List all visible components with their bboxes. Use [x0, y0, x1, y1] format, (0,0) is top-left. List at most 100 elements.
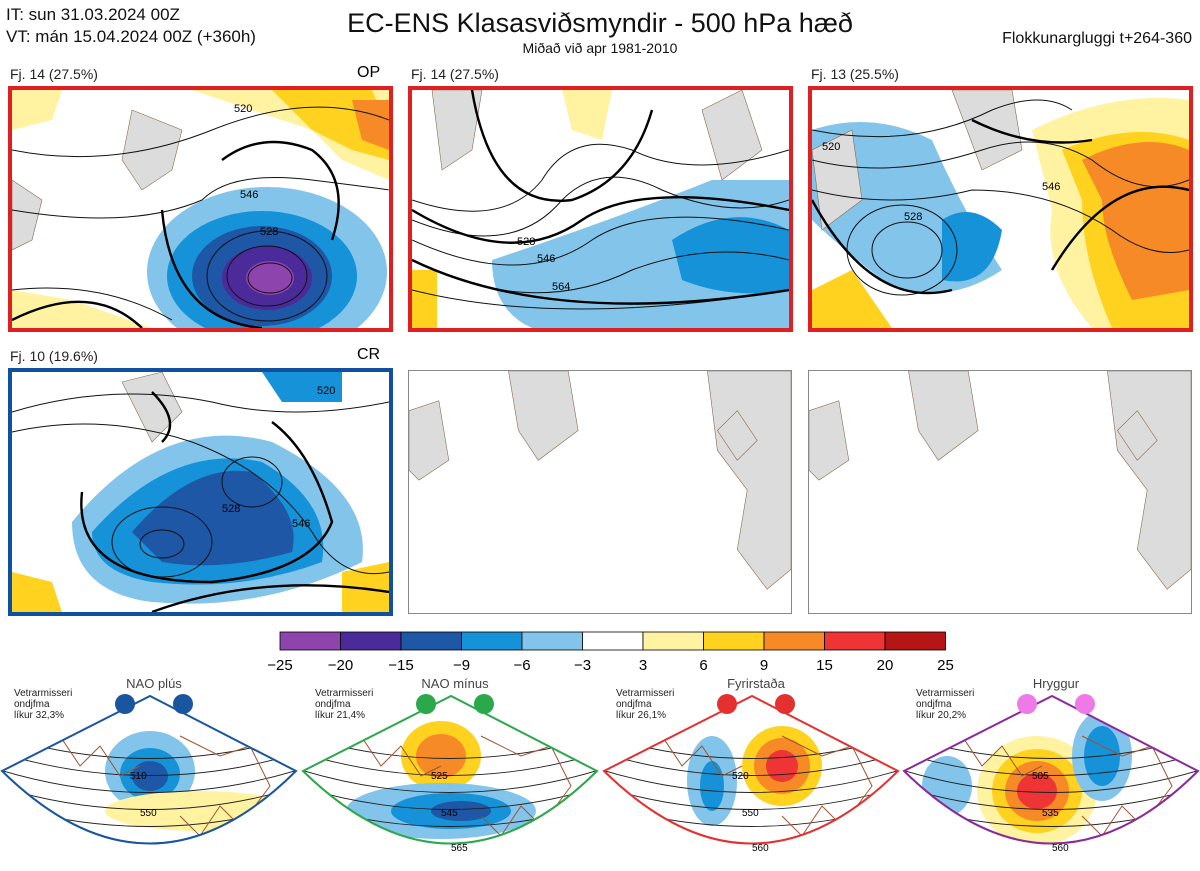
colorbar-tick-label: −9 [453, 657, 470, 674]
colorbar-swatch [884, 631, 946, 651]
height-contour [303, 786, 597, 810]
header-info: IT: sun 31.03.2024 00Z VT: mán 15.04.202… [6, 4, 256, 48]
height-contour [604, 752, 898, 776]
svg-text:546: 546 [240, 189, 258, 201]
regime-name: Fyrirstaða [727, 676, 785, 691]
colorbar-swatch [642, 631, 704, 651]
regime-probability: Vetrarmisseri ondjfma líkur 20,2% [916, 688, 975, 721]
svg-text:546: 546 [1042, 181, 1060, 193]
contour-label: 510 [130, 771, 147, 782]
colorbar-swatch [582, 631, 644, 651]
svg-text:546: 546 [292, 518, 310, 530]
colorbar-tick-label: 25 [937, 657, 954, 674]
colorbar-tick-label: −20 [328, 657, 353, 674]
regime-frame [301, 694, 599, 845]
svg-text:520: 520 [234, 103, 252, 115]
height-contour [303, 769, 597, 793]
regime-name: NAO plús [126, 676, 182, 691]
anomaly-shade [766, 750, 798, 782]
colorbar-swatch [824, 631, 886, 651]
svg-text:528: 528 [517, 236, 535, 248]
anomaly-shade [700, 761, 724, 811]
colorbar-tick-label: −6 [513, 657, 530, 674]
colorbar-tick-label: 3 [639, 657, 647, 674]
contour-label: 550 [140, 808, 157, 819]
regime-map: 520 550 560 [602, 694, 900, 854]
contour-label: 520 [732, 771, 749, 782]
colorbar-swatch [521, 631, 583, 651]
cluster-map-3: 520 528 546 [808, 86, 1193, 332]
anomaly-shade [416, 734, 466, 778]
contour-label: 550 [742, 808, 759, 819]
colorbar-swatch [400, 631, 462, 651]
svg-text:520: 520 [822, 141, 840, 153]
cluster-map-4: 528 546 520 [8, 368, 393, 616]
contour-label: 545 [441, 808, 458, 819]
page-subtitle: Miðað við apr 1981-2010 [522, 40, 678, 56]
regime-name: Hryggur [1032, 676, 1080, 691]
regime-marker [173, 694, 193, 714]
regime-name: NAO mínus [421, 676, 489, 691]
regime-marker [1017, 694, 1037, 714]
height-contour [2, 752, 296, 776]
colorbar-tick-label: 9 [760, 657, 768, 674]
svg-text:564: 564 [552, 281, 570, 293]
classification-window: Flokkunargluggi t+264-360 [1002, 30, 1192, 47]
anomaly-shade [1017, 773, 1057, 809]
height-contour [2, 786, 296, 810]
height-contour [604, 786, 898, 810]
height-contour [904, 752, 1198, 776]
contour-label: 525 [431, 771, 448, 782]
colorbar-tick-label: 15 [816, 657, 833, 674]
anomaly-colorbar: −25 −20 −15 −9 −6 −3 3 6 9 15 20 25 [267, 631, 954, 674]
svg-text:528: 528 [904, 211, 922, 223]
initial-time: IT: sun 31.03.2024 00Z [6, 5, 180, 24]
regime-1: 510 550 NAO plús Vetrarmisseri ondjfma líkur … [0, 676, 298, 871]
regime-marker [115, 694, 135, 714]
colorbar-swatch [763, 631, 825, 651]
regime-4: 505 535 560 Hryggur Vetrarmisseri ondjfma líku… [902, 676, 1200, 871]
anomaly-shade [132, 761, 168, 791]
height-contour [303, 752, 597, 776]
cluster-map-2: 528 546 564 [408, 86, 793, 332]
panel-4-tag: CR [357, 346, 381, 363]
colorbar-tick-label: −15 [388, 657, 413, 674]
valid-time: VT: mán 15.04.2024 00Z (+360h) [6, 27, 256, 46]
colorbar-swatch [340, 631, 402, 651]
panel-2-label: Fj. 14 (27.5%) [411, 66, 499, 82]
colorbar-swatch [703, 631, 765, 651]
regime-marker [474, 694, 494, 714]
anomaly-shade [431, 801, 491, 821]
colorbar-tick-label: −25 [267, 657, 292, 674]
regime-frame [0, 694, 298, 845]
regime-3: 520 550 560 Fyrirstaða Vetrarmisseri ondjfma l… [602, 676, 900, 871]
regime-marker [775, 694, 795, 714]
regime-probability: Vetrarmisseri ondjfma líkur 21,4% [315, 688, 374, 721]
colorbar-swatch [279, 631, 341, 651]
panel-1-label: Fj. 14 (27.5%) [10, 66, 98, 82]
colorbar-tick-label: 6 [699, 657, 707, 674]
page-title: EC-ENS Klasasviðsmyndir - 500 hPa hæð [347, 8, 853, 38]
panel-1-tag: OP [357, 64, 381, 81]
svg-text:528: 528 [260, 226, 278, 238]
colorbar-tick-label: 20 [877, 657, 894, 674]
colorbar-tick-label: −3 [574, 657, 591, 674]
svg-text:528: 528 [222, 503, 240, 515]
svg-text:546: 546 [537, 253, 555, 265]
panel-4-label: Fj. 10 (19.6%) [10, 348, 98, 364]
regime-frame [602, 694, 900, 845]
regime-frame [902, 694, 1200, 845]
contour-label: 565 [451, 843, 468, 854]
height-contour [904, 769, 1198, 793]
regime-marker [416, 694, 436, 714]
contour-label: 505 [1032, 771, 1049, 782]
contour-label: 535 [1042, 808, 1059, 819]
height-contour [604, 769, 898, 793]
regime-marker [1075, 694, 1095, 714]
regime-probability: Vetrarmisseri ondjfma líkur 32,3% [14, 688, 73, 721]
contour-label: 560 [752, 843, 769, 854]
regime-map: 505 535 560 [902, 694, 1200, 854]
regime-map: 510 550 [0, 694, 298, 845]
svg-text:520: 520 [317, 385, 335, 397]
empty-map-6 [808, 370, 1192, 614]
